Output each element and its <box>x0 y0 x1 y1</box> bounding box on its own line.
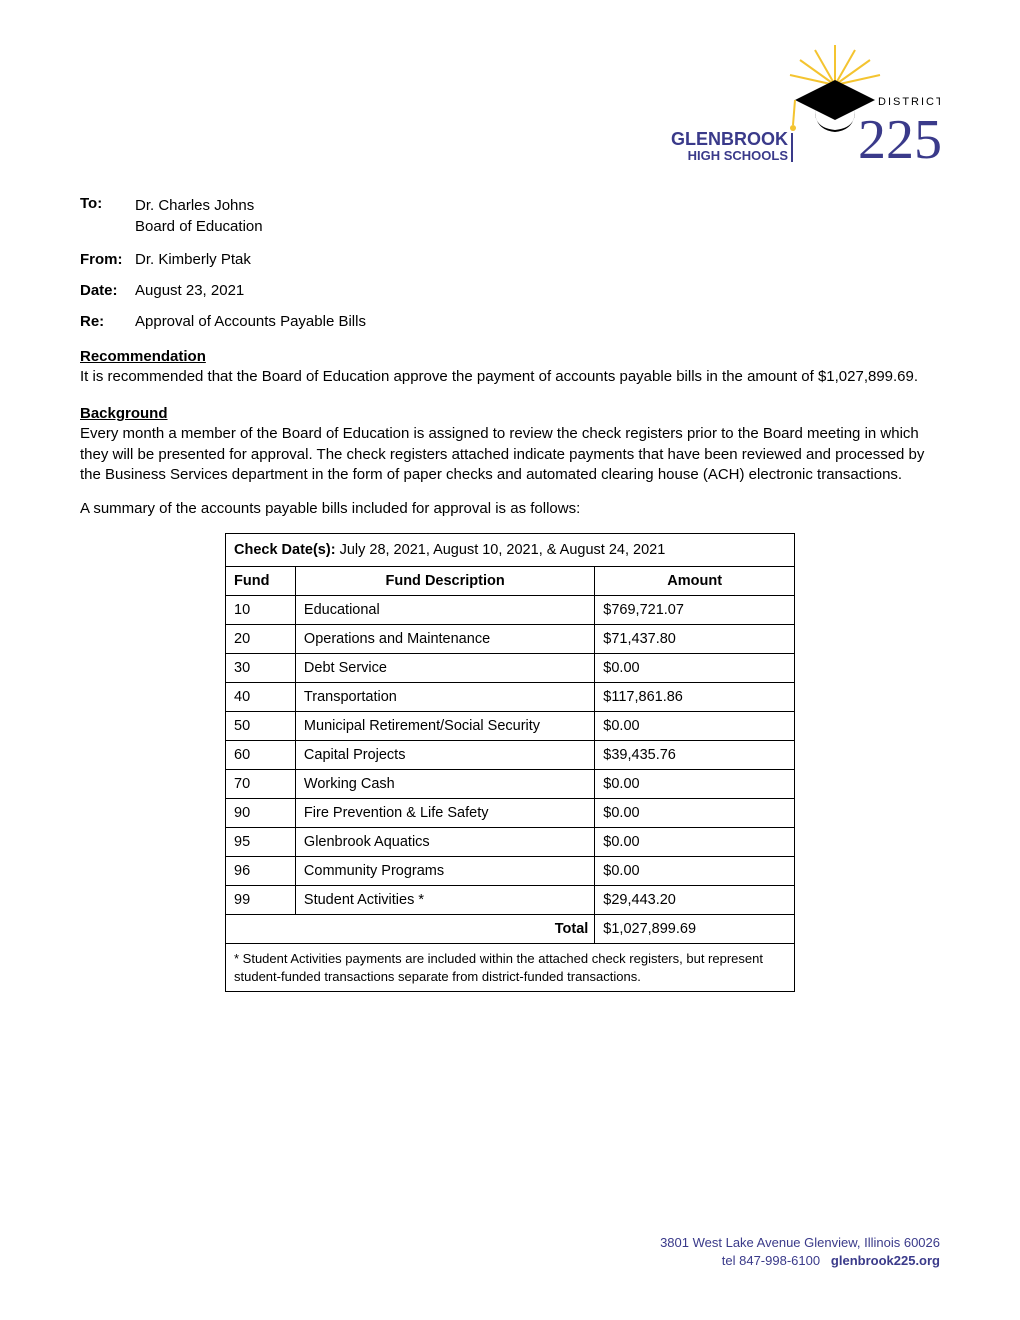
table-header-row: Fund Fund Description Amount <box>226 567 795 596</box>
recommendation-text: It is recommended that the Board of Educ… <box>80 367 940 387</box>
recommendation-heading: Recommendation <box>80 348 940 365</box>
table-row: 40Transportation$117,861.86 <box>226 683 795 712</box>
ap-summary-table: Check Date(s): July 28, 2021, August 10,… <box>225 533 795 992</box>
fund-cell: 70 <box>226 770 296 799</box>
col-description: Fund Description <box>295 567 594 596</box>
amount-cell: $117,861.86 <box>595 683 795 712</box>
desc-cell: Working Cash <box>295 770 594 799</box>
background-para1: Every month a member of the Board of Edu… <box>80 424 940 485</box>
table-row: 30Debt Service$0.00 <box>226 654 795 683</box>
col-fund: Fund <box>226 567 296 596</box>
amount-cell: $0.00 <box>595 712 795 741</box>
amount-cell: $29,443.20 <box>595 886 795 915</box>
footnote-text: * Student Activities payments are includ… <box>226 944 795 992</box>
col-amount: Amount <box>595 567 795 596</box>
check-dates-value: July 28, 2021, August 10, 2021, & August… <box>340 542 666 558</box>
desc-cell: Capital Projects <box>295 741 594 770</box>
desc-cell: Community Programs <box>295 857 594 886</box>
check-dates-label: Check Date(s): <box>234 542 340 558</box>
footer-tel-prefix: tel <box>722 1253 739 1268</box>
total-label: Total <box>226 915 595 944</box>
svg-text:225: 225 <box>858 109 940 170</box>
total-row: Total $1,027,899.69 <box>226 915 795 944</box>
desc-cell: Operations and Maintenance <box>295 625 594 654</box>
fund-cell: 95 <box>226 828 296 857</box>
amount-cell: $769,721.07 <box>595 596 795 625</box>
table-row: 95Glenbrook Aquatics$0.00 <box>226 828 795 857</box>
total-amount: $1,027,899.69 <box>595 915 795 944</box>
amount-cell: $39,435.76 <box>595 741 795 770</box>
page-footer: 3801 West Lake Avenue Glenview, Illinois… <box>660 1234 940 1270</box>
background-heading: Background <box>80 405 940 422</box>
re-label: Re: <box>80 313 135 330</box>
fund-cell: 20 <box>226 625 296 654</box>
table-row: 50Municipal Retirement/Social Security$0… <box>226 712 795 741</box>
svg-text:GLENBROOK: GLENBROOK <box>671 129 788 149</box>
district-logo: GLENBROOK HIGH SCHOOLS DISTRICT 225 <box>660 40 940 170</box>
fund-cell: 10 <box>226 596 296 625</box>
table-row: 60Capital Projects$39,435.76 <box>226 741 795 770</box>
fund-cell: 60 <box>226 741 296 770</box>
check-dates-row: Check Date(s): July 28, 2021, August 10,… <box>226 534 795 567</box>
fund-cell: 50 <box>226 712 296 741</box>
memo-header: To: Dr. Charles Johns Board of Education… <box>80 195 940 330</box>
desc-cell: Municipal Retirement/Social Security <box>295 712 594 741</box>
table-row: 96Community Programs$0.00 <box>226 857 795 886</box>
amount-cell: $0.00 <box>595 799 795 828</box>
amount-cell: $0.00 <box>595 654 795 683</box>
date-value: August 23, 2021 <box>135 282 940 299</box>
table-row: 99Student Activities *$29,443.20 <box>226 886 795 915</box>
to-value-2: Board of Education <box>135 216 940 237</box>
background-para2: A summary of the accounts payable bills … <box>80 499 940 519</box>
footnote-row: * Student Activities payments are includ… <box>226 944 795 992</box>
table-row: 10Educational$769,721.07 <box>226 596 795 625</box>
desc-cell: Student Activities * <box>295 886 594 915</box>
ap-summary-table-container: Check Date(s): July 28, 2021, August 10,… <box>225 533 795 992</box>
from-label: From: <box>80 251 135 268</box>
svg-text:HIGH SCHOOLS: HIGH SCHOOLS <box>688 148 789 163</box>
fund-cell: 30 <box>226 654 296 683</box>
desc-cell: Transportation <box>295 683 594 712</box>
footer-tel: 847-998-6100 <box>739 1253 820 1268</box>
to-value-1: Dr. Charles Johns <box>135 195 940 216</box>
table-row: 20Operations and Maintenance$71,437.80 <box>226 625 795 654</box>
footer-address: 3801 West Lake Avenue Glenview, Illinois… <box>660 1234 940 1252</box>
footer-website: glenbrook225.org <box>831 1253 940 1268</box>
fund-cell: 40 <box>226 683 296 712</box>
amount-cell: $0.00 <box>595 857 795 886</box>
fund-cell: 90 <box>226 799 296 828</box>
amount-cell: $0.00 <box>595 770 795 799</box>
fund-cell: 96 <box>226 857 296 886</box>
svg-text:DISTRICT: DISTRICT <box>878 96 940 108</box>
from-value: Dr. Kimberly Ptak <box>135 251 940 268</box>
desc-cell: Educational <box>295 596 594 625</box>
re-value: Approval of Accounts Payable Bills <box>135 313 940 330</box>
desc-cell: Fire Prevention & Life Safety <box>295 799 594 828</box>
amount-cell: $71,437.80 <box>595 625 795 654</box>
amount-cell: $0.00 <box>595 828 795 857</box>
table-row: 90Fire Prevention & Life Safety$0.00 <box>226 799 795 828</box>
fund-cell: 99 <box>226 886 296 915</box>
desc-cell: Debt Service <box>295 654 594 683</box>
to-label: To: <box>80 195 135 237</box>
table-row: 70Working Cash$0.00 <box>226 770 795 799</box>
date-label: Date: <box>80 282 135 299</box>
desc-cell: Glenbrook Aquatics <box>295 828 594 857</box>
